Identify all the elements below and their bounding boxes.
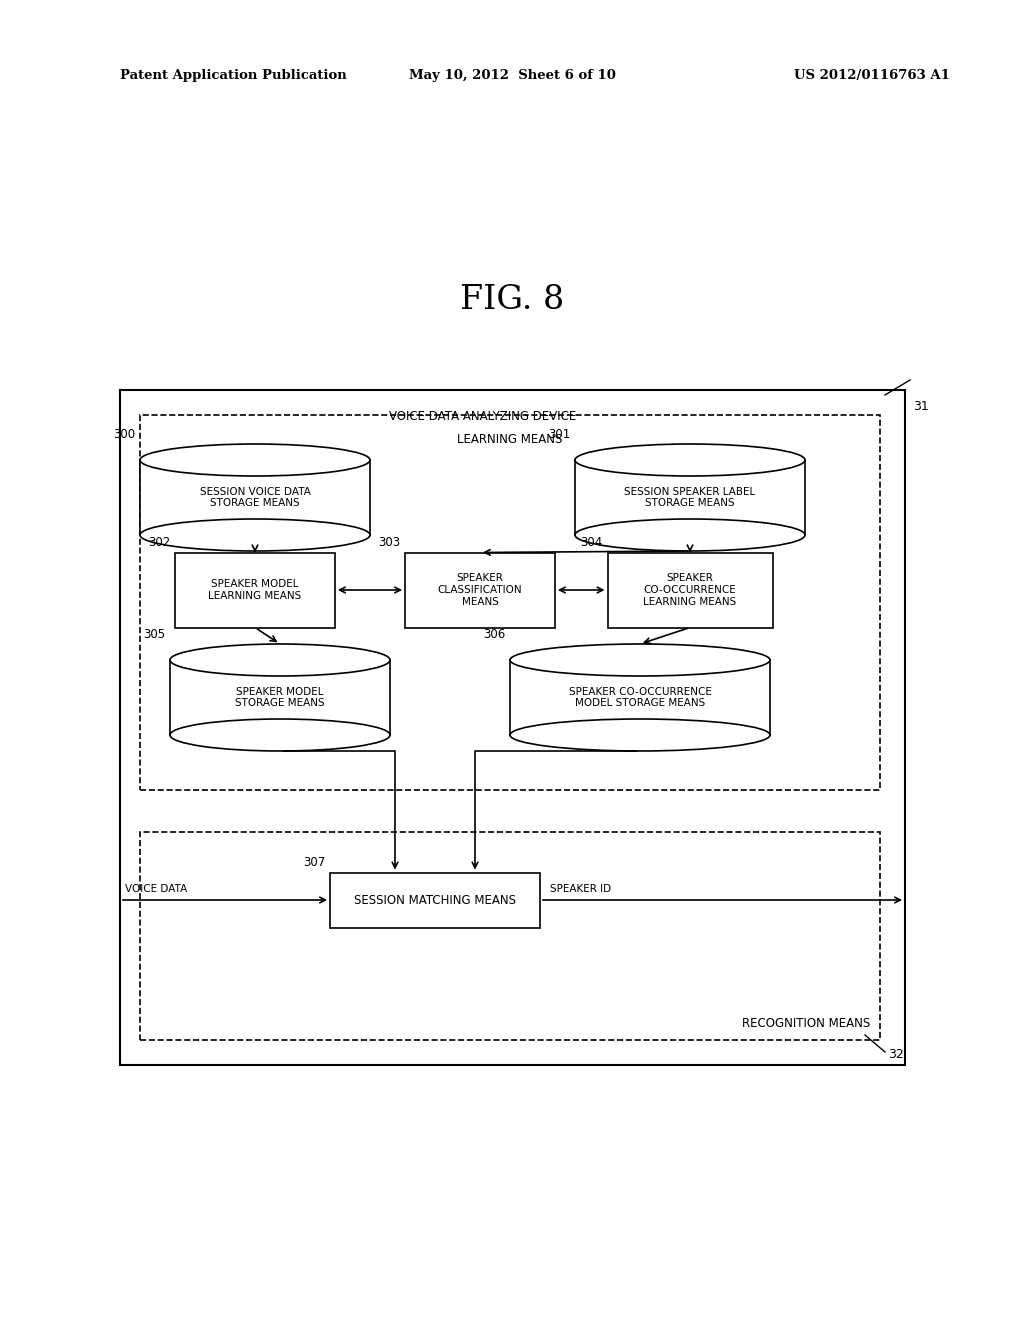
Text: SESSION MATCHING MEANS: SESSION MATCHING MEANS: [354, 894, 516, 907]
Bar: [175, 553, 335, 627]
Bar: [330, 873, 540, 928]
Bar: [120, 389, 905, 1065]
Text: RECOGNITION MEANS: RECOGNITION MEANS: [741, 1016, 870, 1030]
Bar: [510, 660, 770, 735]
Text: SPEAKER
CO-OCCURRENCE
LEARNING MEANS: SPEAKER CO-OCCURRENCE LEARNING MEANS: [643, 573, 736, 607]
Text: Patent Application Publication: Patent Application Publication: [120, 69, 347, 82]
Text: FIG. 8: FIG. 8: [460, 284, 564, 315]
Text: 32: 32: [888, 1048, 904, 1061]
Text: SESSION SPEAKER LABEL
STORAGE MEANS: SESSION SPEAKER LABEL STORAGE MEANS: [625, 487, 756, 508]
Text: 306: 306: [482, 628, 505, 642]
Text: 300: 300: [113, 428, 135, 441]
Bar: [140, 414, 880, 789]
Text: LEARNING MEANS: LEARNING MEANS: [458, 433, 562, 446]
Text: 301: 301: [548, 428, 570, 441]
Bar: [575, 459, 805, 535]
Text: SESSION VOICE DATA
STORAGE MEANS: SESSION VOICE DATA STORAGE MEANS: [200, 487, 310, 508]
Ellipse shape: [170, 719, 390, 751]
Text: US 2012/0116763 A1: US 2012/0116763 A1: [795, 69, 950, 82]
Text: 305: 305: [143, 628, 165, 642]
Bar: [406, 553, 555, 627]
Bar: [140, 832, 880, 1040]
Ellipse shape: [575, 519, 805, 550]
Bar: [607, 553, 772, 627]
Text: VOICE DATA: VOICE DATA: [125, 884, 187, 894]
Text: VOICE DATA ANALYZING DEVICE: VOICE DATA ANALYZING DEVICE: [389, 411, 577, 422]
Text: 307: 307: [303, 857, 325, 870]
Ellipse shape: [140, 444, 370, 477]
Ellipse shape: [575, 444, 805, 477]
Text: SPEAKER ID: SPEAKER ID: [550, 884, 611, 894]
Text: SPEAKER MODEL
LEARNING MEANS: SPEAKER MODEL LEARNING MEANS: [208, 579, 302, 601]
Ellipse shape: [140, 519, 370, 550]
Text: 304: 304: [581, 536, 602, 549]
Text: 31: 31: [913, 400, 929, 413]
Ellipse shape: [510, 644, 770, 676]
Text: SPEAKER MODEL
STORAGE MEANS: SPEAKER MODEL STORAGE MEANS: [236, 686, 325, 709]
Text: 302: 302: [147, 536, 170, 549]
Ellipse shape: [170, 644, 390, 676]
Text: SPEAKER CO-OCCURRENCE
MODEL STORAGE MEANS: SPEAKER CO-OCCURRENCE MODEL STORAGE MEAN…: [568, 686, 712, 709]
Ellipse shape: [510, 719, 770, 751]
Bar: [140, 459, 370, 535]
Text: SPEAKER
CLASSIFICATION
MEANS: SPEAKER CLASSIFICATION MEANS: [437, 573, 522, 607]
Text: May 10, 2012  Sheet 6 of 10: May 10, 2012 Sheet 6 of 10: [409, 69, 615, 82]
Bar: [170, 660, 390, 735]
Text: 303: 303: [378, 536, 400, 549]
